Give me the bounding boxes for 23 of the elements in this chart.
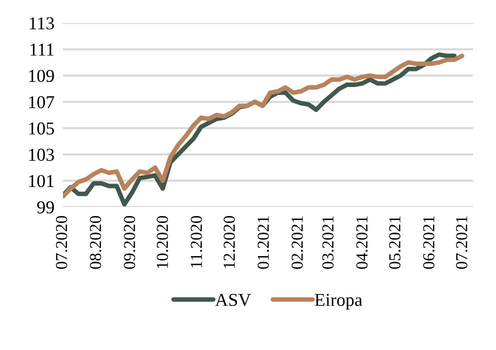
x-tick-label: 03.2021 bbox=[322, 216, 334, 269]
x-tick-label: 08.2020 bbox=[90, 216, 102, 269]
x-tick-label: 05.2021 bbox=[389, 216, 401, 269]
x-tick-label: 12.2020 bbox=[224, 216, 235, 268]
y-tick-label: 113 bbox=[30, 17, 54, 30]
y-tick-label: 101 bbox=[29, 174, 54, 188]
legend-label: Eiropa bbox=[314, 294, 362, 310]
legend-label: ASV bbox=[215, 294, 251, 306]
y-tick-label: 109 bbox=[29, 70, 54, 82]
x-tick-label: 07.2020 bbox=[56, 216, 68, 269]
x-tick-label: 01.2021 bbox=[258, 216, 269, 269]
y-tick-label: 107 bbox=[29, 96, 54, 108]
x-tick-label: 09.2020 bbox=[124, 216, 136, 269]
x-tick-label: 10.2020 bbox=[156, 216, 168, 268]
x-tick-label: 07.2021 bbox=[456, 216, 468, 269]
x-tick-label: 02.2021 bbox=[292, 216, 303, 269]
x-tick-label: 04.2021 bbox=[356, 216, 368, 269]
y-tick-label: 99 bbox=[37, 201, 54, 214]
x-tick-label: 11.2020 bbox=[190, 216, 202, 268]
y-tick-label: 105 bbox=[29, 122, 54, 135]
x-tick-label: 06.2021 bbox=[423, 216, 434, 269]
y-tick-label: 103 bbox=[29, 148, 54, 161]
y-tick-label: 111 bbox=[30, 44, 54, 56]
